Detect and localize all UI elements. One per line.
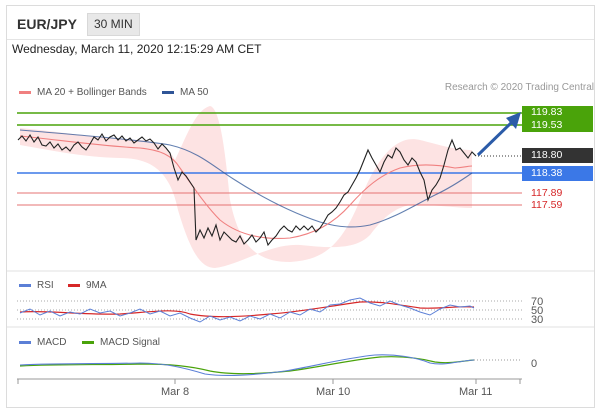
legend-rsi-label: RSI (37, 280, 54, 291)
current-tag-bg (522, 148, 593, 163)
macd-signal-line (19, 356, 475, 375)
rsi-ma9-line (19, 301, 475, 318)
ma9-swatch (68, 284, 80, 287)
rsi-axis-50: 50 (531, 305, 544, 317)
price-series (17, 132, 477, 247)
legend-macd-signal-label: MACD Signal (100, 337, 161, 348)
forecast-arrow-line (476, 120, 514, 157)
legend-ma20: MA 20 + Bollinger Bands (19, 87, 147, 98)
legend-macd: MACD (19, 337, 66, 348)
legend-ma50-label: MA 50 (180, 87, 209, 98)
symbol-label: EUR/JPY (17, 16, 77, 32)
legend-ma50: MA 50 (162, 87, 208, 98)
resistance-2-label: 119.53 (531, 119, 563, 131)
rsi-swatch (19, 284, 31, 287)
rsi-axis-30: 30 (531, 314, 544, 326)
macd-swatch (19, 341, 31, 344)
x-label-mar11: Mar 11 (459, 386, 493, 398)
forecast-arrow-head (506, 112, 521, 129)
bollinger-band (20, 106, 472, 268)
support-1-label: 117.89 (531, 187, 563, 199)
resistance-tag-bg (522, 106, 593, 132)
x-label-mar10: Mar 10 (316, 386, 351, 398)
pivot-tag-bg (522, 166, 593, 181)
resistance-1-label: 119.83 (531, 106, 563, 118)
chart-widget: EUR/JPY 30 MIN (6, 5, 595, 408)
timeframe-button[interactable]: 30 MIN (87, 13, 140, 36)
legend-ma9-label: 9MA (86, 280, 107, 291)
legend-ma9: 9MA (68, 280, 107, 291)
legend-macd-label: MACD (37, 337, 67, 348)
macd-signal-swatch (82, 341, 94, 344)
ma20-line (19, 135, 473, 239)
support-2-label: 117.59 (531, 199, 563, 211)
current-price-label: 118.80 (531, 149, 563, 161)
legend-ma20-label: MA 20 + Bollinger Bands (37, 87, 147, 98)
chart-datetime: Wednesday, March 11, 2020 12:15:29 AM CE… (12, 42, 262, 56)
rsi-axis-70: 70 (531, 296, 544, 308)
legend-macd-signal: MACD Signal (82, 337, 160, 348)
macd-line (19, 354, 475, 376)
macd-axis-zero: 0 (531, 358, 538, 370)
ma20-swatch (19, 91, 31, 94)
rsi-line (19, 297, 475, 323)
ma50-line (19, 129, 473, 228)
legend-rsi: RSI (19, 280, 54, 291)
ma50-swatch (162, 91, 174, 94)
x-label-mar8: Mar 8 (161, 386, 190, 398)
chart-header: EUR/JPY 30 MIN (7, 6, 594, 40)
research-credit: Research © 2020 Trading Central (444, 82, 594, 93)
pivot-label: 118.38 (531, 167, 563, 179)
